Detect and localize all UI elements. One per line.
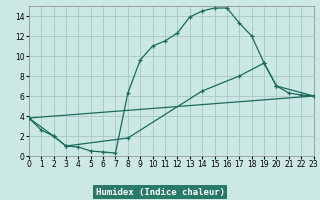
Text: Humidex (Indice chaleur): Humidex (Indice chaleur): [95, 188, 225, 196]
